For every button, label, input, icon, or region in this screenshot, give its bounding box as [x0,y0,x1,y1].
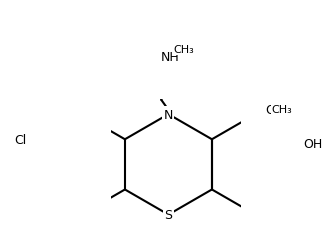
Text: CH₃: CH₃ [173,45,194,55]
Text: N: N [164,108,173,121]
Text: OH: OH [304,137,323,150]
Text: NH: NH [161,51,179,64]
Text: O: O [265,104,275,116]
Text: S: S [164,208,172,221]
Text: Cl: Cl [14,133,27,146]
Text: CH₃: CH₃ [271,105,292,115]
